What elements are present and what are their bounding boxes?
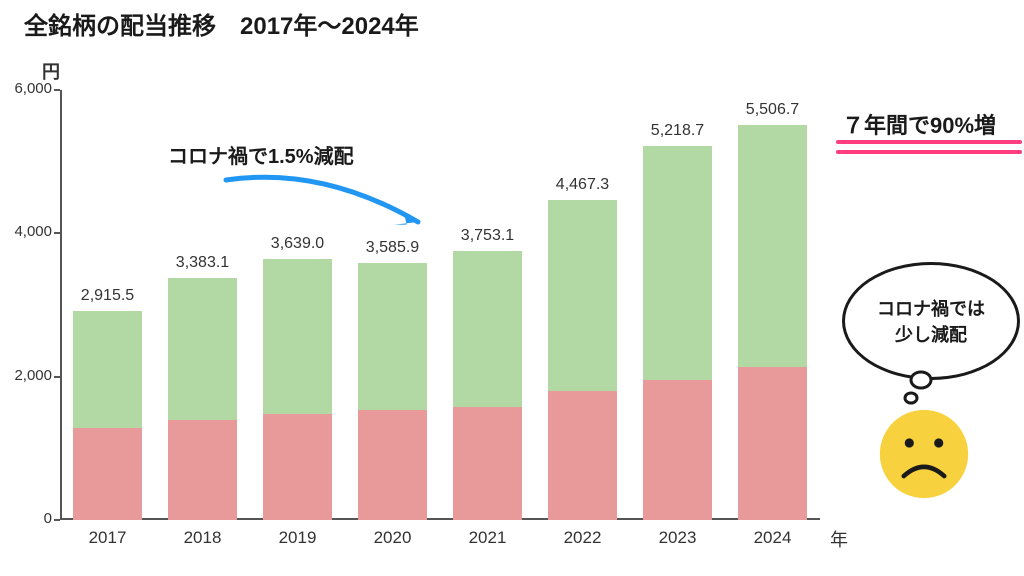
ytick-label: 6,000: [8, 80, 52, 97]
xtick-label: 2024: [728, 528, 816, 548]
xtick-label: 2023: [633, 528, 721, 548]
bar-segment-upper: [643, 146, 711, 380]
bar-segment-upper: [358, 263, 426, 410]
bar: 3,639.0: [263, 259, 331, 520]
headline-underline: [836, 150, 1022, 154]
y-axis: [60, 90, 62, 520]
ytick: [54, 376, 60, 378]
bar-segment-upper: [73, 311, 141, 428]
xtick-label: 2018: [158, 528, 246, 548]
ytick: [54, 519, 60, 521]
xtick-label: 2019: [253, 528, 341, 548]
bar-segment-lower: [738, 367, 806, 520]
xtick-label: 2021: [443, 528, 531, 548]
bar-value-label: 3,383.1: [161, 254, 243, 272]
bar: 2,915.5: [73, 311, 141, 520]
annotation-arrow: [206, 160, 438, 242]
bar-value-label: 5,506.7: [731, 101, 813, 119]
bar-segment-upper: [263, 259, 331, 414]
ytick-label: 0: [8, 510, 52, 527]
bar-value-label: 5,218.7: [636, 122, 718, 140]
bar: 3,383.1: [168, 278, 236, 520]
bar-segment-lower: [168, 420, 236, 520]
bubble-line2: 少し減配: [877, 321, 985, 347]
bar-segment-lower: [263, 414, 331, 520]
bar: 5,218.7: [643, 146, 711, 520]
headline-underline: [836, 140, 1022, 144]
bar: 3,753.1: [453, 251, 521, 520]
bar-segment-lower: [453, 407, 521, 520]
bar-segment-lower: [73, 428, 141, 520]
x-axis-unit: 年: [830, 526, 848, 552]
bar-value-label: 3,753.1: [446, 227, 528, 245]
headline-text: ７年間で90%増: [842, 108, 996, 140]
bar-segment-upper: [168, 278, 236, 420]
xtick-label: 2020: [348, 528, 436, 548]
chart-title: 全銘柄の配当推移 2017年～2024年: [24, 6, 419, 41]
bar-segment-upper: [738, 125, 806, 367]
speech-bubble: コロナ禍では 少し減配: [842, 262, 1020, 380]
ytick: [54, 89, 60, 91]
ytick-label: 4,000: [8, 223, 52, 240]
ytick: [54, 232, 60, 234]
bar-segment-upper: [548, 200, 616, 391]
bar: 5,506.7: [738, 125, 806, 520]
bar-value-label: 2,915.5: [66, 287, 148, 305]
bar: 3,585.9: [358, 263, 426, 520]
xtick-label: 2022: [538, 528, 626, 548]
bar-segment-lower: [358, 410, 426, 520]
frown-face-icon: [878, 408, 970, 500]
bar-segment-lower: [643, 380, 711, 520]
bar-segment-upper: [453, 251, 521, 407]
ytick-label: 2,000: [8, 367, 52, 384]
xtick-label: 2017: [63, 528, 151, 548]
bubble-line1: コロナ禍では: [877, 295, 985, 321]
bar: 4,467.3: [548, 200, 616, 520]
bar-value-label: 4,467.3: [541, 176, 623, 194]
bar-segment-lower: [548, 391, 616, 520]
